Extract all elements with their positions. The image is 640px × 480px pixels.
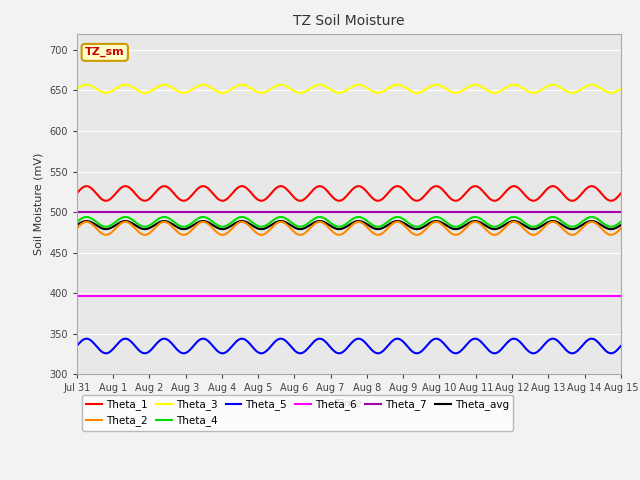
Theta_2	[161, 219, 168, 225]
Theta_1	[569, 198, 577, 204]
Theta_2	[529, 232, 537, 238]
Theta_5	[243, 338, 251, 344]
Theta_6	[567, 293, 575, 299]
Theta_6	[302, 293, 310, 299]
Theta_1	[161, 183, 168, 189]
Theta_6	[403, 293, 411, 299]
Theta_5	[474, 336, 481, 342]
Theta_3	[404, 87, 412, 93]
Theta_1	[303, 193, 311, 199]
Theta_2	[404, 227, 412, 233]
Theta_avg	[529, 226, 537, 232]
Line: Theta_avg: Theta_avg	[77, 221, 621, 229]
Theta_3	[569, 90, 577, 96]
Theta_3	[617, 86, 625, 92]
Theta_2	[569, 232, 577, 238]
Theta_4	[617, 219, 625, 225]
Theta_3	[161, 82, 168, 88]
Theta_1	[378, 196, 386, 202]
Theta_5	[617, 343, 625, 349]
Theta_3	[243, 83, 251, 89]
Theta_4	[161, 214, 168, 220]
Theta_5	[404, 345, 412, 350]
Theta_5	[529, 350, 537, 356]
Theta_avg	[161, 218, 168, 224]
Theta_5	[161, 336, 168, 342]
Theta_avg	[569, 226, 577, 232]
Theta_1	[617, 191, 625, 196]
Line: Theta_4: Theta_4	[77, 217, 621, 227]
Theta_2	[378, 230, 386, 236]
Theta_2	[474, 219, 481, 225]
Theta_4	[529, 224, 537, 229]
Theta_avg	[617, 222, 625, 228]
Theta_2	[243, 221, 251, 227]
Theta_6	[617, 293, 625, 299]
Theta_5	[303, 346, 311, 352]
Theta_3	[303, 87, 311, 93]
Theta_3	[474, 82, 481, 88]
Title: TZ Soil Moisture: TZ Soil Moisture	[293, 14, 404, 28]
Theta_4	[404, 220, 412, 226]
Theta_5	[73, 343, 81, 349]
Theta_6	[473, 293, 481, 299]
Theta_1	[243, 186, 251, 192]
Theta_6	[378, 293, 385, 299]
Theta_4	[474, 215, 481, 220]
Theta_avg	[474, 218, 481, 224]
Theta_1	[529, 198, 537, 204]
Theta_7	[403, 209, 411, 215]
Theta_7	[242, 209, 250, 215]
Theta_2	[73, 226, 81, 231]
Theta_6	[242, 293, 250, 299]
Theta_7	[73, 209, 81, 215]
Theta_5	[569, 350, 577, 356]
Theta_2	[303, 228, 311, 234]
Legend: Theta_1, Theta_2, Theta_3, Theta_4, Theta_5, Theta_6, Theta_7, Theta_avg: Theta_1, Theta_2, Theta_3, Theta_4, Thet…	[82, 395, 513, 431]
Theta_avg	[378, 225, 386, 231]
Theta_avg	[73, 222, 81, 228]
Y-axis label: Soil Moisture (mV): Soil Moisture (mV)	[33, 153, 44, 255]
Theta_3	[378, 89, 386, 95]
Theta_7	[378, 209, 385, 215]
Theta_1	[73, 191, 81, 196]
Theta_4	[73, 219, 81, 225]
Theta_1	[404, 192, 412, 198]
Line: Theta_5: Theta_5	[77, 339, 621, 353]
Theta_1	[474, 184, 481, 190]
Theta_3	[73, 86, 81, 92]
Line: Theta_3: Theta_3	[77, 85, 621, 93]
Text: TZ_sm: TZ_sm	[85, 47, 125, 58]
Theta_avg	[404, 223, 412, 229]
Theta_4	[569, 224, 577, 229]
X-axis label: Time: Time	[335, 399, 363, 409]
Theta_avg	[303, 224, 311, 229]
Theta_4	[243, 216, 251, 221]
Theta_6	[73, 293, 81, 299]
Theta_avg	[243, 219, 251, 225]
Theta_4	[303, 221, 311, 227]
Theta_7	[302, 209, 310, 215]
Line: Theta_1: Theta_1	[77, 186, 621, 201]
Theta_7	[617, 209, 625, 215]
Theta_3	[529, 90, 537, 96]
Theta_7	[473, 209, 481, 215]
Theta_7	[567, 209, 575, 215]
Line: Theta_2: Theta_2	[77, 222, 621, 235]
Theta_4	[378, 223, 386, 228]
Theta_5	[378, 348, 386, 354]
Theta_2	[617, 226, 625, 231]
